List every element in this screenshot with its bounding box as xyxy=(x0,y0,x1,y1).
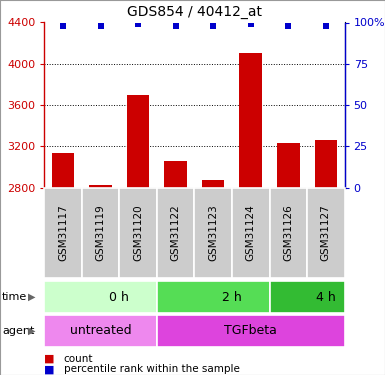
Text: time: time xyxy=(2,292,27,302)
FancyBboxPatch shape xyxy=(232,188,270,278)
Point xyxy=(60,23,66,29)
Text: GSM31127: GSM31127 xyxy=(321,204,331,261)
Bar xyxy=(127,95,149,188)
FancyBboxPatch shape xyxy=(270,281,345,313)
FancyBboxPatch shape xyxy=(82,188,119,278)
Point xyxy=(285,23,291,29)
Point xyxy=(323,23,329,29)
Title: GDS854 / 40412_at: GDS854 / 40412_at xyxy=(127,5,262,19)
Text: ▶: ▶ xyxy=(28,326,35,336)
FancyBboxPatch shape xyxy=(157,315,345,347)
Text: GSM31124: GSM31124 xyxy=(246,204,256,261)
FancyBboxPatch shape xyxy=(270,188,307,278)
Bar xyxy=(277,143,300,188)
Text: ■: ■ xyxy=(44,364,58,374)
FancyBboxPatch shape xyxy=(157,281,270,313)
Bar xyxy=(89,186,112,188)
Bar xyxy=(315,140,337,188)
FancyBboxPatch shape xyxy=(194,188,232,278)
Text: untreated: untreated xyxy=(70,324,131,338)
FancyBboxPatch shape xyxy=(157,188,194,278)
Point xyxy=(97,23,104,29)
Text: 0 h: 0 h xyxy=(109,291,129,304)
Text: GSM31119: GSM31119 xyxy=(95,204,105,261)
Point xyxy=(210,23,216,29)
FancyBboxPatch shape xyxy=(44,281,157,313)
Text: 2 h: 2 h xyxy=(222,291,242,304)
Text: GSM31123: GSM31123 xyxy=(208,204,218,261)
Text: percentile rank within the sample: percentile rank within the sample xyxy=(64,364,239,374)
Text: count: count xyxy=(64,354,93,364)
Text: GSM31117: GSM31117 xyxy=(58,204,68,261)
Text: GSM31126: GSM31126 xyxy=(283,204,293,261)
Text: 4 h: 4 h xyxy=(316,291,336,304)
Point xyxy=(172,23,179,29)
FancyBboxPatch shape xyxy=(119,188,157,278)
Point xyxy=(248,21,254,27)
FancyBboxPatch shape xyxy=(307,188,345,278)
Bar xyxy=(52,153,74,188)
FancyBboxPatch shape xyxy=(44,188,82,278)
Text: GSM31120: GSM31120 xyxy=(133,204,143,261)
Text: GSM31122: GSM31122 xyxy=(171,204,181,261)
Text: TGFbeta: TGFbeta xyxy=(224,324,277,338)
Bar xyxy=(164,160,187,188)
Text: ▶: ▶ xyxy=(28,292,35,302)
Bar xyxy=(239,54,262,188)
Bar xyxy=(202,180,224,188)
Point xyxy=(135,21,141,27)
FancyBboxPatch shape xyxy=(44,315,157,347)
Text: agent: agent xyxy=(2,326,34,336)
Text: ■: ■ xyxy=(44,354,58,364)
